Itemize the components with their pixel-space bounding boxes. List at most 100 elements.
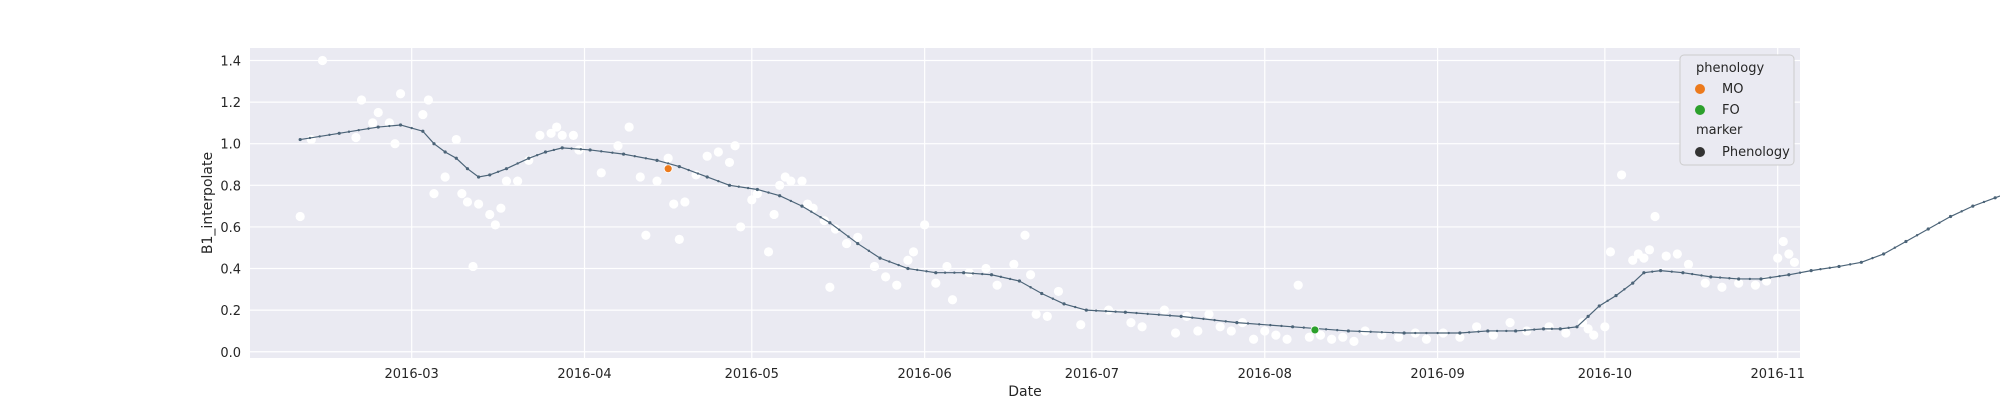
curve-marker	[1728, 277, 1731, 280]
observation-point	[635, 172, 645, 182]
observation-point	[669, 199, 679, 209]
plot-area-background	[250, 48, 1800, 358]
observation-point	[1170, 328, 1181, 338]
curve-marker	[318, 135, 321, 138]
observation-point	[769, 209, 779, 220]
curve-marker	[527, 156, 531, 160]
curve-marker	[298, 137, 302, 142]
observation-point	[892, 280, 902, 290]
curve-marker	[1146, 312, 1149, 316]
observation-point	[1042, 311, 1052, 321]
curve-marker	[1094, 309, 1098, 312]
y-tick-label: 0.0	[220, 346, 241, 361]
curve-marker	[867, 249, 871, 253]
observation-point	[1009, 259, 1019, 269]
curve-marker	[1533, 328, 1536, 331]
y-axis-label: B1_interpolate	[200, 152, 216, 254]
curve-marker	[611, 151, 614, 154]
observation-point	[384, 118, 394, 128]
observation-point	[1104, 305, 1114, 315]
x-tick-label: 2016-08	[1238, 367, 1292, 382]
curve-marker	[1938, 221, 1941, 224]
curve-marker	[1960, 210, 1963, 213]
curve-marker	[1425, 331, 1428, 335]
observation-point	[1840, 274, 1850, 284]
observation-point	[1929, 207, 1939, 217]
observation-point	[1979, 238, 1989, 249]
observation-point	[1076, 320, 1086, 330]
curve-marker	[1495, 329, 1499, 333]
observation-point	[596, 168, 606, 178]
observation-point	[881, 272, 891, 282]
observation-point	[1800, 257, 1811, 267]
observation-point	[1828, 280, 1839, 290]
curve-marker	[1114, 310, 1117, 313]
legend-mo-label: MO	[1722, 82, 1743, 97]
x-axis-label: Date	[1008, 384, 1041, 400]
observation-point	[1589, 330, 1599, 340]
curve-marker	[454, 156, 458, 160]
curve-marker	[1269, 323, 1272, 327]
curve-marker	[1681, 271, 1685, 275]
curve-marker	[1017, 279, 1022, 283]
curve-marker	[1291, 325, 1295, 329]
curve-marker	[819, 216, 822, 219]
curve-marker	[1575, 325, 1579, 329]
observation-point	[1561, 328, 1571, 338]
curve-marker	[1447, 331, 1450, 335]
observation-point	[1215, 322, 1225, 332]
curve-marker	[357, 128, 360, 132]
x-tick-label: 2016-10	[1578, 367, 1632, 382]
x-tick-label: 2016-11	[1751, 367, 1805, 382]
curve-marker	[1837, 264, 1841, 269]
observation-point	[546, 128, 556, 138]
curve-marker	[1623, 288, 1626, 291]
observation-point	[1605, 247, 1616, 257]
observation-point	[674, 234, 684, 245]
phenology-points	[663, 164, 1320, 335]
observation-point	[306, 134, 316, 145]
curve-marker	[1062, 302, 1066, 306]
legend: phenology MO FO marker Phenology	[1679, 54, 1795, 166]
curve-marker	[552, 148, 556, 152]
curve-marker	[737, 185, 740, 188]
curve-marker	[1135, 311, 1138, 315]
observation-point	[641, 230, 651, 240]
observation-point	[395, 89, 406, 99]
observation-point	[473, 199, 484, 209]
curve-marker	[1848, 263, 1852, 266]
phenology-point-fo	[1310, 325, 1320, 335]
curve-marker	[727, 183, 732, 187]
curve-marker	[1324, 328, 1328, 331]
curve-marker	[1104, 309, 1108, 313]
observation-point	[1683, 259, 1694, 269]
curve-marker	[1809, 269, 1813, 273]
curve-marker	[398, 123, 403, 127]
curve-marker	[1558, 327, 1562, 331]
observation-point	[451, 134, 461, 145]
observation-point	[920, 220, 930, 230]
curve-marker	[1280, 324, 1283, 328]
curve-marker	[1336, 328, 1339, 332]
observation-point	[763, 247, 774, 257]
curve-marker	[666, 162, 670, 165]
curve-marker	[1191, 316, 1194, 319]
y-tick-label: 0.2	[220, 304, 241, 319]
legend-mo-swatch	[1695, 84, 1705, 94]
observation-point	[613, 141, 623, 151]
curve-marker	[943, 271, 947, 274]
observation-point	[1455, 332, 1465, 342]
y-tick-label: 0.6	[220, 221, 241, 236]
observation-point	[1672, 249, 1682, 259]
curve-marker	[443, 150, 447, 154]
curve-marker	[837, 228, 841, 231]
observation-point	[841, 238, 852, 249]
curve-marker	[1971, 204, 1975, 208]
curve-marker	[1778, 274, 1781, 278]
curve-marker	[1828, 266, 1831, 270]
legend-hue-title: phenology	[1696, 61, 1764, 76]
observation-point	[1360, 326, 1370, 336]
curve-marker	[1346, 329, 1350, 333]
curve-marker	[367, 127, 370, 130]
observation-point	[1600, 322, 1610, 332]
